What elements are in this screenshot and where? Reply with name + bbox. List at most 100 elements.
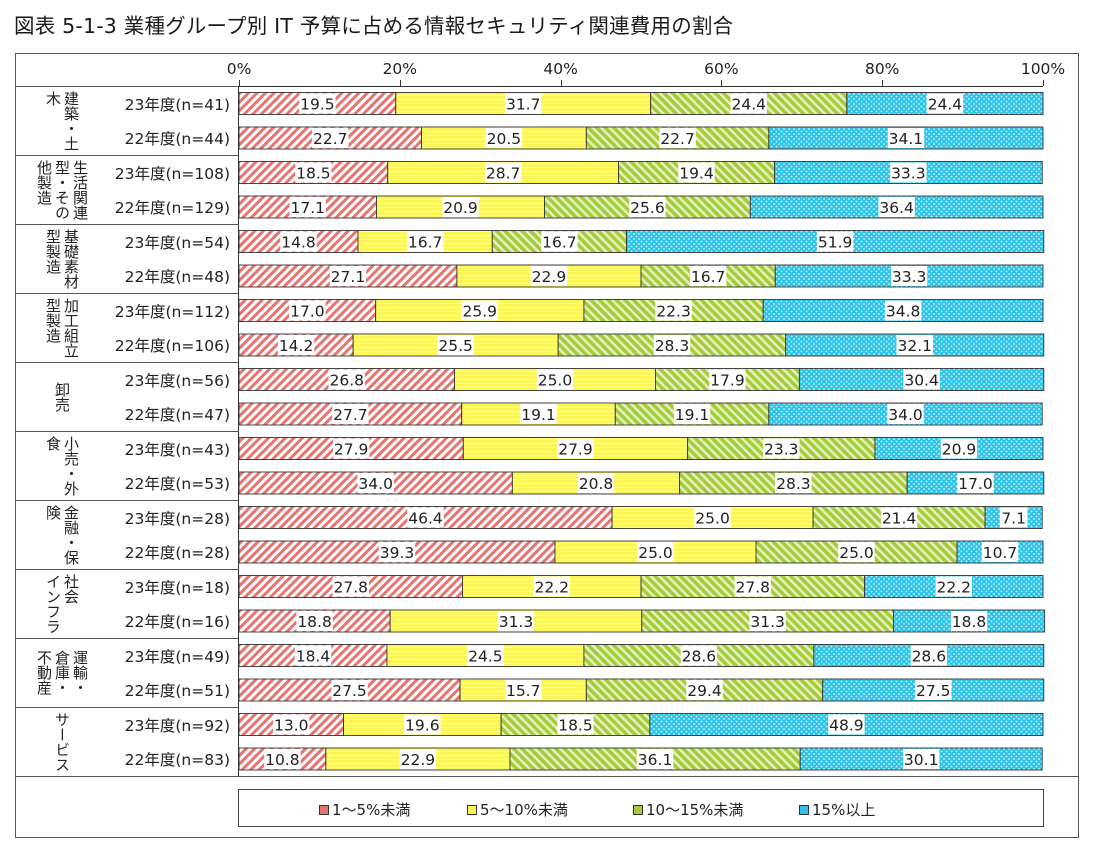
data-label: 27.5 — [332, 682, 367, 700]
data-label: 22.2 — [534, 579, 569, 597]
data-label-background — [541, 231, 578, 252]
chart-title: 図表 5-1-3 業種グループ別 IT 予算に占める情報セキュリティ関連費用の割… — [14, 14, 734, 38]
group-separator — [15, 500, 239, 502]
legend-swatch-icon — [319, 804, 329, 815]
data-label-background — [328, 369, 365, 390]
data-label: 17.0 — [290, 303, 325, 321]
data-label-background — [775, 473, 812, 493]
data-label-background — [689, 266, 727, 286]
data-label-background — [357, 473, 394, 493]
group-label: 運輸・ 倉庫・ 不動産 — [35, 650, 89, 696]
group-separator — [15, 155, 239, 157]
data-label-background — [940, 438, 978, 459]
group-separator — [15, 224, 239, 226]
data-label: 19.6 — [405, 717, 440, 735]
row-label: 23年度(n=108) — [114, 164, 230, 183]
data-label-background — [461, 300, 498, 321]
row-label: 22年度(n=83) — [124, 751, 230, 769]
data-label-background — [887, 128, 925, 148]
data-label: 20.5 — [487, 130, 522, 148]
data-label-background — [816, 231, 854, 252]
data-label: 7.1 — [1001, 510, 1026, 528]
row-label: 23年度(n=43) — [124, 440, 230, 459]
data-label: 25.6 — [630, 199, 665, 217]
data-label-background — [926, 93, 964, 114]
legend-swatch-icon — [799, 804, 809, 815]
data-label-background — [520, 404, 557, 424]
data-label: 27.8 — [735, 579, 770, 597]
data-label-background — [536, 369, 574, 390]
data-label-background — [902, 749, 940, 769]
row-label: 22年度(n=51) — [124, 682, 230, 700]
data-label: 27.9 — [558, 441, 593, 459]
data-label-background — [312, 128, 349, 148]
data-label: 46.4 — [408, 510, 443, 528]
data-label: 16.7 — [542, 234, 577, 252]
group-label: 卸売 — [53, 381, 71, 412]
group-label: 金融・保 険 — [44, 504, 80, 565]
data-label: 18.8 — [952, 613, 987, 631]
data-label-background — [709, 369, 746, 390]
data-label-background — [296, 611, 333, 631]
data-label: 27.8 — [333, 579, 368, 597]
data-label: 22.2 — [936, 579, 971, 597]
data-label: 20.9 — [443, 199, 478, 217]
data-label: 28.3 — [655, 337, 690, 355]
data-label-background — [915, 680, 952, 700]
data-label: 32.1 — [898, 337, 933, 355]
legend-label: 10～15%未満 — [646, 801, 744, 819]
data-label: 25.0 — [638, 544, 673, 562]
group-label: 小売・外 食 — [44, 435, 80, 496]
data-label-background — [981, 542, 1019, 562]
data-label: 31.3 — [499, 613, 534, 631]
data-label-background — [887, 404, 924, 424]
data-label-background — [280, 231, 317, 252]
data-label: 30.1 — [904, 751, 939, 769]
data-label: 18.5 — [296, 165, 331, 183]
group-label: 生活関連 型・その 他製造 — [35, 159, 89, 220]
data-label: 21.4 — [882, 510, 917, 528]
data-label-background — [442, 197, 479, 217]
data-label-background — [659, 128, 696, 148]
data-label-background — [678, 162, 715, 183]
data-label-background — [890, 266, 928, 286]
data-label-background — [910, 645, 948, 666]
data-label-background — [277, 335, 315, 355]
group-label: 加工組立 型製造 — [44, 297, 80, 358]
data-label: 19.4 — [679, 165, 714, 183]
data-label: 15.7 — [506, 682, 541, 700]
data-label: 36.4 — [879, 199, 914, 217]
group-separator — [15, 362, 239, 364]
legend-item: 5～10%未満 — [467, 799, 568, 820]
data-label-background — [730, 93, 767, 114]
data-label: 27.9 — [334, 441, 369, 459]
data-label-background — [331, 680, 368, 700]
legend-swatch-icon — [467, 804, 477, 815]
data-label-background — [497, 611, 535, 631]
row-label: 22年度(n=28) — [124, 544, 230, 562]
legend-label: 5～10%未満 — [480, 801, 568, 819]
data-label: 31.3 — [750, 613, 785, 631]
data-label: 34.8 — [886, 303, 921, 321]
data-label: 39.3 — [380, 544, 415, 562]
data-label-background — [332, 404, 369, 424]
data-label-background — [557, 438, 594, 459]
row-label: 22年度(n=48) — [124, 268, 230, 286]
data-label: 17.0 — [958, 475, 993, 493]
group-label: 建築・土 木 — [44, 90, 80, 151]
data-label: 48.9 — [829, 717, 864, 735]
data-label-background — [890, 162, 927, 183]
data-label-background — [289, 300, 326, 321]
data-label: 16.7 — [691, 268, 726, 286]
data-label-background — [289, 197, 326, 217]
data-label: 24.4 — [928, 96, 963, 114]
x-tick-label: 60% — [704, 60, 739, 78]
data-label: 14.2 — [279, 337, 314, 355]
row-label: 23年度(n=56) — [124, 371, 230, 390]
x-tick-mark — [721, 80, 723, 86]
data-label: 22.9 — [532, 268, 567, 286]
data-label: 28.7 — [486, 165, 521, 183]
group-separator — [15, 707, 239, 709]
group-label: 社会 インフラ — [44, 573, 80, 634]
